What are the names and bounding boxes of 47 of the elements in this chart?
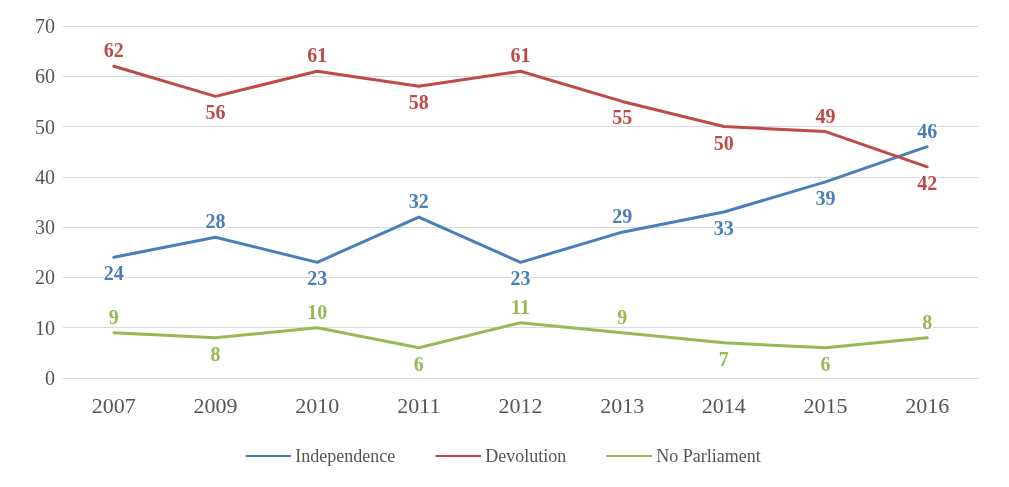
data-label: 23 (307, 267, 328, 290)
legend-label: No Parliament (656, 446, 761, 466)
y-tick-label: 70 (35, 15, 55, 37)
data-label: 62 (103, 39, 124, 62)
x-tick-label: 2014 (701, 392, 746, 418)
data-label: 33 (713, 217, 734, 240)
x-tick-label: 2011 (397, 392, 441, 418)
data-label: 8 (922, 310, 933, 333)
data-label: 61 (307, 44, 328, 67)
x-tick-label: 2010 (295, 392, 340, 418)
y-tick-label: 40 (35, 165, 55, 188)
data-label: 61 (510, 44, 531, 67)
data-label: 9 (108, 305, 119, 328)
data-label: 24 (103, 262, 124, 285)
y-tick-label: 0 (45, 367, 55, 389)
data-label: 56 (205, 101, 226, 124)
data-label: 32 (408, 190, 429, 213)
data-label: 49 (815, 104, 836, 127)
x-tick-label: 2016 (905, 392, 950, 418)
x-tick-label: 2015 (803, 392, 848, 418)
data-label: 8 (210, 342, 221, 365)
data-label: 46 (917, 119, 938, 142)
data-label: 28 (205, 210, 226, 233)
y-tick-label: 20 (35, 266, 55, 289)
x-tick-label: 2012 (498, 392, 543, 418)
data-label: 55 (612, 106, 633, 129)
data-label: 11 (511, 295, 530, 318)
data-label: 50 (713, 131, 734, 154)
data-label: 6 (820, 352, 831, 375)
x-tick-label: 2013 (600, 392, 645, 418)
data-label: 39 (815, 186, 836, 209)
y-tick-label: 10 (35, 316, 55, 339)
x-tick-label: 2009 (193, 392, 238, 418)
data-label: 10 (307, 300, 328, 323)
legend-label: Independence (295, 446, 396, 466)
x-tick-label: 2007 (91, 392, 136, 418)
data-label: 7 (718, 347, 729, 370)
y-tick-label: 50 (35, 115, 55, 138)
data-label: 23 (510, 267, 531, 290)
y-tick-label: 60 (35, 65, 55, 88)
y-tick-label: 30 (35, 216, 55, 239)
data-label: 6 (413, 352, 424, 375)
data-label: 9 (617, 305, 628, 328)
data-label: 42 (917, 171, 938, 194)
data-label: 29 (612, 205, 633, 228)
data-label: 58 (408, 91, 429, 114)
legend-label: Devolution (485, 446, 567, 466)
